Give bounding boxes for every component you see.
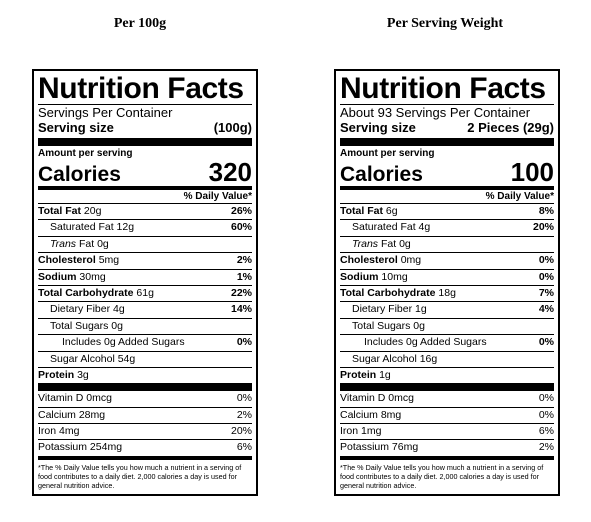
daily-value-header: % Daily Value* bbox=[340, 186, 554, 203]
added-sugars-row: Includes 0g Added Sugars 0% bbox=[38, 334, 252, 350]
total-carbohydrate-row: Total Carbohydrate 18g 7% bbox=[340, 284, 554, 301]
iron-row: Iron 4mg 20% bbox=[38, 423, 252, 439]
saturated-fat-row: Saturated Fat 4g 20% bbox=[340, 219, 554, 235]
calcium-row: Calcium 8mg 0% bbox=[340, 406, 554, 423]
footnote: *The % Daily Value tells you how much a … bbox=[38, 455, 252, 494]
servings-per-container: About 93 Servings Per Container bbox=[340, 105, 531, 120]
total-fat-row: Total Fat 6g 8% bbox=[340, 203, 554, 219]
nutrition-label-per-100g: Nutrition Facts Servings Per Container S… bbox=[32, 69, 258, 496]
daily-value-header: % Daily Value* bbox=[38, 186, 252, 203]
serving-size-value: (100g) bbox=[213, 120, 252, 135]
trans-fat-row: Trans Fat 0g bbox=[38, 235, 252, 252]
calories-row: Calories 100 bbox=[340, 159, 554, 186]
sugar-alcohol-row: Sugar Alcohol 16g bbox=[340, 350, 554, 367]
serving-size: Serving size (100g) bbox=[38, 120, 252, 135]
total-fat-row: Total Fat 20g 26% bbox=[38, 203, 252, 219]
protein-row: Protein 3g bbox=[38, 366, 252, 383]
heading-per-100g: Per 100g bbox=[113, 16, 167, 31]
dietary-fiber-row: Dietary Fiber 4g 14% bbox=[38, 301, 252, 317]
vitamin-d-row: Vitamin D 0mcg 0% bbox=[340, 392, 554, 405]
total-carbohydrate-row: Total Carbohydrate 61g 22% bbox=[38, 284, 252, 301]
footnote: *The % Daily Value tells you how much a … bbox=[340, 455, 554, 494]
protein-row: Protein 1g bbox=[340, 366, 554, 383]
sodium-row: Sodium 30mg 1% bbox=[38, 268, 252, 285]
iron-row: Iron 1mg 6% bbox=[340, 423, 554, 439]
vitamin-d-row: Vitamin D 0mcg 0% bbox=[38, 392, 252, 405]
serving-size: Serving size 2 Pieces (29g) bbox=[340, 120, 554, 135]
sodium-row: Sodium 10mg 0% bbox=[340, 268, 554, 285]
added-sugars-row: Includes 0g Added Sugars 0% bbox=[340, 334, 554, 350]
total-sugars-row: Total Sugars 0g bbox=[340, 317, 554, 334]
calories-label: Calories bbox=[340, 163, 423, 186]
potassium-row: Potassium 254mg 6% bbox=[38, 439, 252, 455]
servings-per-container: Servings Per Container bbox=[38, 105, 173, 120]
nutrition-label-per-serving: Nutrition Facts About 93 Servings Per Co… bbox=[334, 69, 560, 496]
trans-fat-row: Trans Fat 0g bbox=[340, 235, 554, 252]
calories-value: 320 bbox=[208, 157, 252, 187]
dietary-fiber-row: Dietary Fiber 1g 4% bbox=[340, 301, 554, 317]
total-sugars-row: Total Sugars 0g bbox=[38, 317, 252, 334]
label-title: Nutrition Facts bbox=[38, 72, 244, 105]
saturated-fat-row: Saturated Fat 12g 60% bbox=[38, 219, 252, 235]
calories-label: Calories bbox=[38, 163, 121, 186]
serving-size-value: 2 Pieces (29g) bbox=[467, 120, 554, 135]
cholesterol-row: Cholesterol 0mg 0% bbox=[340, 252, 554, 268]
potassium-row: Potassium 76mg 2% bbox=[340, 439, 554, 455]
label-title: Nutrition Facts bbox=[340, 72, 546, 105]
amount-per-serving: Amount per serving bbox=[340, 148, 435, 159]
serving-size-label: Serving size bbox=[340, 120, 416, 135]
serving-size-label: Serving size bbox=[38, 120, 114, 135]
sugar-alcohol-row: Sugar Alcohol 54g bbox=[38, 350, 252, 367]
amount-per-serving: Amount per serving bbox=[38, 148, 133, 159]
cholesterol-row: Cholesterol 5mg 2% bbox=[38, 252, 252, 268]
calcium-row: Calcium 28mg 2% bbox=[38, 406, 252, 423]
calories-value: 100 bbox=[510, 157, 554, 187]
calories-row: Calories 320 bbox=[38, 159, 252, 186]
heading-per-serving: Per Serving Weight bbox=[386, 16, 504, 31]
